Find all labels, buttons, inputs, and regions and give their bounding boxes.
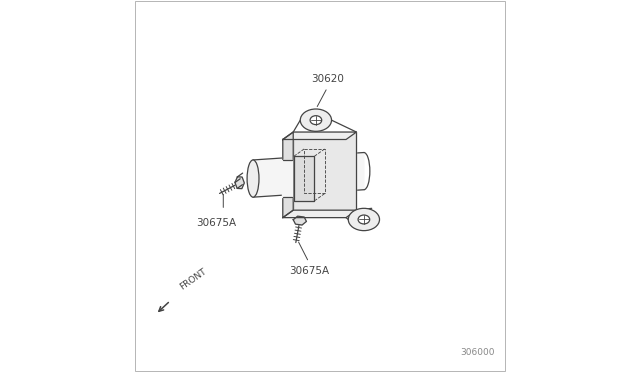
Polygon shape	[283, 210, 356, 218]
Ellipse shape	[348, 208, 380, 231]
Polygon shape	[282, 160, 292, 197]
Polygon shape	[283, 132, 356, 140]
Polygon shape	[293, 216, 307, 225]
Ellipse shape	[300, 109, 332, 131]
Ellipse shape	[310, 116, 322, 125]
Ellipse shape	[247, 160, 259, 197]
Polygon shape	[283, 132, 293, 218]
Text: 30675A: 30675A	[196, 218, 236, 228]
Text: FRONT: FRONT	[178, 267, 208, 292]
Text: 30620: 30620	[311, 74, 344, 84]
Polygon shape	[293, 132, 356, 210]
Polygon shape	[235, 177, 244, 189]
Polygon shape	[294, 156, 314, 201]
Text: 306000: 306000	[460, 348, 495, 357]
Text: 30675A: 30675A	[289, 266, 329, 276]
Ellipse shape	[358, 215, 370, 224]
Polygon shape	[253, 153, 364, 197]
